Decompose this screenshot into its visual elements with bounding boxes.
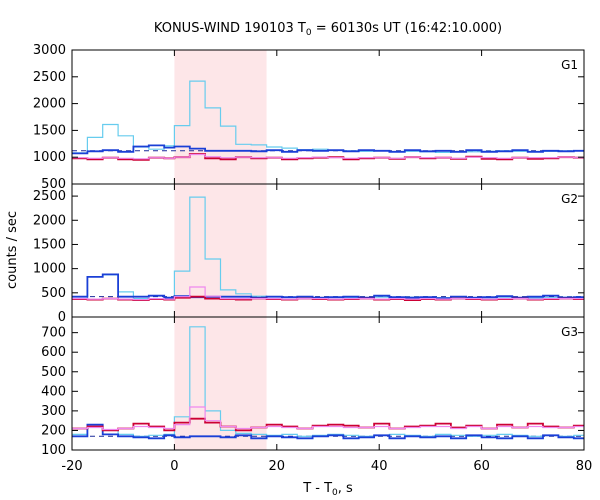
chart-title-subscript: 0 <box>306 28 312 38</box>
x-axis-title-rest: , s <box>338 481 353 496</box>
y-tick-label: 2000 <box>33 213 66 228</box>
x-axis-tick-labels: -20 0 20 40 60 80 <box>61 459 592 474</box>
y-tick-label: 300 <box>41 404 66 419</box>
x-tick-label: 40 <box>371 459 388 474</box>
series-blue-step-line <box>72 144 584 155</box>
panel-g1: 500 1000 1500 2000 2500 3000 G1 <box>33 43 585 192</box>
x-tick-label: 0 <box>170 459 178 474</box>
y-tick-label: 200 <box>41 423 66 438</box>
panel-label: G2 <box>561 192 578 206</box>
series-red-step-line <box>72 417 584 432</box>
x-tick-label: 60 <box>473 459 490 474</box>
x-axis-title-subscript: 0 <box>332 488 338 498</box>
series-pink-step-line <box>72 153 584 160</box>
y-tick-label: 500 <box>41 365 66 380</box>
panel-g3: 100 200 300 400 500 600 700 G3 <box>41 316 585 458</box>
chart-title: KONUS-WIND 190103 T0 = 60130s UT (16:42:… <box>154 21 502 38</box>
y-tick-label: 2500 <box>33 189 66 204</box>
y-tick-label: 700 <box>41 326 66 341</box>
y-tick-label: 400 <box>41 384 66 399</box>
y-tick-label: 100 <box>41 443 66 458</box>
panel-frame <box>71 49 585 185</box>
x-tick-label: -20 <box>61 459 82 474</box>
y-tick-label: 1500 <box>33 237 66 252</box>
chart-title-main: KONUS-WIND 190103 T <box>154 21 306 36</box>
y-axis-title: counts / sec <box>5 211 20 289</box>
y-tick-label: 3000 <box>33 43 66 58</box>
series-light-blue-step-line <box>72 80 584 154</box>
series-light-blue-step-line <box>72 326 584 437</box>
panels-layer: 50010001500200025003000G1050010001500200… <box>33 43 592 474</box>
x-axis-title-main: T - T <box>302 481 332 496</box>
y-tick-label: 500 <box>41 177 66 192</box>
x-tick-label: 80 <box>576 459 593 474</box>
panel-frame <box>71 316 585 451</box>
chart-title-rest: = 60130s UT (16:42:10.000) <box>312 21 502 36</box>
panel-g2: 0 500 1000 1500 2000 2500 G2 <box>33 183 585 325</box>
y-tick-label: 1000 <box>33 150 66 165</box>
series-pink-step-line <box>72 406 584 431</box>
series-light-blue-step-line <box>72 196 584 300</box>
y-tick-label: 2500 <box>33 70 66 85</box>
series-pink-step-line <box>72 286 584 301</box>
y-tick-label: 1500 <box>33 123 66 138</box>
series-blue-step-line <box>72 423 584 440</box>
y-tick-label: 1000 <box>33 262 66 277</box>
y-tick-label: 0 <box>58 310 66 325</box>
y-tick-label: 2000 <box>33 97 66 112</box>
x-axis-title: T - T0, s <box>302 481 353 498</box>
panel-label: G1 <box>561 58 578 72</box>
x-tick-label: 20 <box>269 459 286 474</box>
y-tick-label: 500 <box>41 286 66 301</box>
series-blue-step-line <box>72 273 584 299</box>
y-tick-label: 600 <box>41 345 66 360</box>
panel-label: G3 <box>561 325 578 339</box>
